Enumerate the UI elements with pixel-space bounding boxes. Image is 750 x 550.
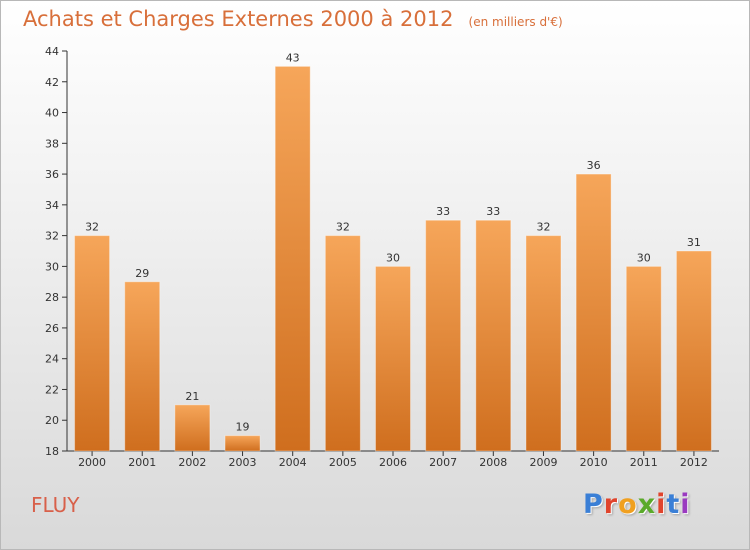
bar-highlight (174, 404, 211, 452)
commune-name: FLUY (31, 493, 80, 517)
y-tick-label: 42 (45, 76, 59, 89)
bar (425, 220, 461, 451)
x-tick-label: 2002 (178, 456, 206, 469)
y-tick-label: 26 (45, 322, 59, 335)
brand-letter: t (666, 489, 681, 520)
y-tick-label: 36 (45, 168, 59, 181)
y-tick-label: 22 (45, 383, 59, 396)
value-label: 30 (637, 251, 651, 264)
bar (626, 266, 662, 451)
bar (225, 435, 261, 451)
value-label: 36 (587, 159, 601, 172)
y-tick-label: 34 (45, 199, 59, 212)
x-tick-label: 2003 (229, 456, 257, 469)
bar-highlight (224, 435, 261, 452)
bar (74, 235, 110, 451)
value-label: 43 (286, 51, 300, 64)
value-label: 29 (135, 267, 149, 280)
y-tick-label: 30 (45, 260, 59, 273)
labels: 32 2000 29 2001 21 2002 19 2003 43 2004 32 2005 30 20… (78, 51, 708, 469)
x-tick-label: 2010 (580, 456, 608, 469)
bar-highlight (74, 235, 111, 452)
x-tick-label: 2006 (379, 456, 407, 469)
value-label: 33 (436, 205, 450, 218)
value-label: 31 (687, 236, 701, 249)
y-tick-label: 44 (45, 45, 59, 58)
y-tick-label: 18 (45, 445, 59, 458)
y-tick-label: 40 (45, 107, 59, 120)
bar (475, 220, 511, 451)
bar-highlight (324, 235, 361, 452)
brand-letter: o (618, 489, 638, 520)
bar-highlight (425, 219, 462, 452)
bar-highlight (525, 235, 562, 452)
bars (74, 65, 712, 452)
x-tick-label: 2004 (279, 456, 307, 469)
bar (124, 281, 160, 451)
brand-letter: x (637, 489, 657, 520)
brand-letter: i (680, 489, 691, 520)
value-label: 32 (85, 221, 99, 234)
title-unit: (en milliers d'€) (468, 15, 563, 29)
bar (174, 404, 210, 451)
y-tick-label: 28 (45, 291, 59, 304)
x-tick-label: 2011 (630, 456, 658, 469)
bar (275, 66, 311, 451)
x-tick-label: 2007 (429, 456, 457, 469)
value-label: 32 (536, 221, 550, 234)
bar (325, 235, 361, 451)
bar (576, 174, 612, 452)
value-label: 21 (185, 390, 199, 403)
bar (525, 235, 561, 451)
bar-highlight (274, 65, 311, 452)
bar-highlight (124, 281, 161, 452)
value-label: 32 (336, 221, 350, 234)
y-tick-label: 24 (45, 353, 59, 366)
x-tick-label: 2000 (78, 456, 106, 469)
bar-highlight (575, 173, 612, 452)
bar-highlight (475, 219, 512, 452)
x-tick-label: 2005 (329, 456, 357, 469)
y-tick-label: 20 (45, 414, 59, 427)
bar-highlight (625, 265, 662, 452)
value-label: 19 (236, 421, 250, 434)
axes: 18 20 22 24 26 28 30 32 34 36 38 40 42 44 (45, 45, 719, 458)
bar-highlight (375, 265, 411, 452)
y-tick-label: 32 (45, 230, 59, 243)
value-label: 30 (386, 251, 400, 264)
bar (676, 251, 712, 451)
x-tick-label: 2001 (128, 456, 156, 469)
brand-letter: P (583, 489, 604, 520)
x-tick-label: 2009 (529, 456, 557, 469)
x-tick-label: 2008 (479, 456, 507, 469)
brand-letter: r (603, 489, 619, 520)
bar (375, 266, 411, 451)
value-label: 33 (486, 205, 500, 218)
y-tick-label: 38 (45, 137, 59, 150)
brand-letter: i (656, 489, 667, 520)
bar-highlight (675, 250, 712, 452)
brand-logo[interactable]: Proxiti (583, 489, 691, 520)
chart-title: Achats et Charges Externes 2000 à 2012 (… (23, 7, 563, 31)
x-tick-label: 2012 (680, 456, 708, 469)
title-text: Achats et Charges Externes 2000 à 2012 (23, 7, 454, 31)
